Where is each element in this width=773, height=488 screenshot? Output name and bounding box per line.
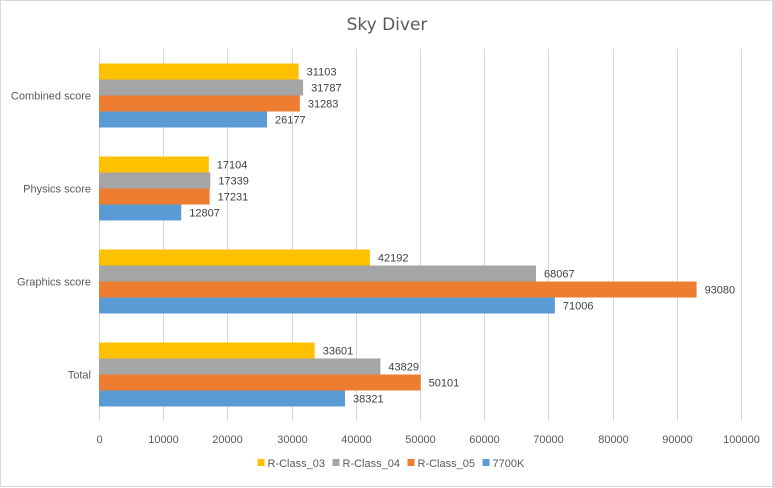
x-tick-label: 100000 bbox=[723, 434, 760, 446]
bars bbox=[99, 63, 697, 407]
data-label: 42192 bbox=[378, 253, 409, 265]
category-label: Total bbox=[68, 370, 91, 382]
bar-r-class-05 bbox=[99, 188, 210, 205]
value-axis: 0 10000 20000 30000 40000 50000 60000 70000 8000… bbox=[96, 434, 759, 446]
legend-swatch bbox=[482, 459, 490, 466]
x-tick-label: 20000 bbox=[212, 434, 243, 446]
bar-7700k bbox=[99, 204, 182, 221]
bar-r-class-05 bbox=[99, 95, 300, 112]
data-label: 17104 bbox=[217, 160, 248, 172]
data-label: 71006 bbox=[563, 301, 594, 313]
bar-r-class-03 bbox=[99, 249, 370, 266]
x-tick-label: 90000 bbox=[662, 434, 693, 446]
legend-label: 7700K bbox=[493, 458, 525, 470]
legend: R-Class_03 R-Class_04 R-Class_05 7700K bbox=[257, 458, 525, 470]
category-label: Combined score bbox=[11, 91, 91, 103]
legend-swatch bbox=[332, 459, 340, 466]
data-label: 31283 bbox=[308, 99, 339, 111]
bar-r-class-04 bbox=[99, 358, 381, 375]
data-label: 17339 bbox=[218, 176, 249, 188]
bar-r-class-04 bbox=[99, 79, 304, 96]
x-tick-label: 10000 bbox=[148, 434, 179, 446]
data-label: 12807 bbox=[189, 208, 220, 220]
data-label: 38321 bbox=[353, 394, 384, 406]
chart-title: Sky Diver bbox=[347, 15, 428, 35]
legend-swatch bbox=[407, 459, 415, 466]
x-tick-label: 80000 bbox=[598, 434, 629, 446]
bar-7700k bbox=[99, 297, 555, 314]
category-axis: Combined score Physics score Graphics scor… bbox=[11, 91, 91, 382]
category-label: Graphics score bbox=[17, 277, 91, 289]
category-label: Physics score bbox=[23, 184, 91, 196]
data-label: 50101 bbox=[429, 378, 460, 390]
data-label: 26177 bbox=[275, 115, 306, 127]
legend-item: R-Class_05 bbox=[407, 458, 475, 470]
data-label: 68067 bbox=[544, 269, 575, 281]
x-tick-label: 70000 bbox=[533, 434, 564, 446]
legend-swatch bbox=[257, 459, 265, 466]
x-tick-label: 50000 bbox=[405, 434, 436, 446]
data-label: 31787 bbox=[311, 83, 342, 95]
legend-label: R-Class_05 bbox=[418, 458, 475, 470]
x-tick-label: 30000 bbox=[277, 434, 308, 446]
bar-r-class-03 bbox=[99, 63, 299, 80]
bar-r-class-03 bbox=[99, 156, 209, 173]
legend-label: R-Class_04 bbox=[343, 458, 400, 470]
bar-r-class-04 bbox=[99, 172, 211, 189]
data-label: 93080 bbox=[705, 285, 736, 297]
x-tick-label: 40000 bbox=[341, 434, 372, 446]
data-label: 31103 bbox=[307, 67, 337, 79]
bar-r-class-05 bbox=[99, 281, 697, 298]
legend-label: R-Class_03 bbox=[268, 458, 325, 470]
bar-r-class-05 bbox=[99, 374, 421, 391]
bar-7700k bbox=[99, 390, 346, 407]
x-tick-label: 0 bbox=[96, 434, 102, 446]
bar-r-class-03 bbox=[99, 342, 315, 359]
legend-item: R-Class_04 bbox=[332, 458, 400, 470]
data-label: 33601 bbox=[323, 346, 354, 358]
data-label: 43829 bbox=[388, 362, 419, 374]
bar-7700k bbox=[99, 111, 268, 128]
x-tick-label: 60000 bbox=[469, 434, 500, 446]
bar-r-class-04 bbox=[99, 265, 536, 282]
legend-item: 7700K bbox=[482, 458, 525, 470]
data-label: 17231 bbox=[218, 192, 249, 204]
legend-item: R-Class_03 bbox=[257, 458, 325, 470]
